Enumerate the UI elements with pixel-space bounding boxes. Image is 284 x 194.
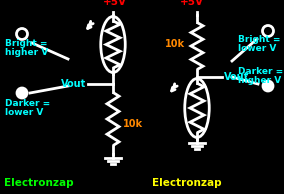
Text: Darker =: Darker = — [238, 67, 283, 76]
Text: 10k: 10k — [123, 119, 143, 129]
Text: lower V: lower V — [238, 44, 276, 53]
Text: Electronzap: Electronzap — [152, 178, 222, 188]
Text: Electronzap: Electronzap — [4, 178, 74, 188]
Text: +5V: +5V — [103, 0, 127, 7]
Text: Vout: Vout — [224, 72, 249, 82]
Text: higher V: higher V — [5, 48, 48, 57]
Text: Bright =: Bright = — [238, 35, 281, 44]
Text: Darker =: Darker = — [5, 99, 50, 108]
Text: lower V: lower V — [5, 108, 43, 117]
Text: +5V: +5V — [180, 0, 204, 7]
Text: Bright =: Bright = — [5, 39, 47, 48]
Text: 10k: 10k — [165, 39, 185, 49]
Text: Vout: Vout — [61, 79, 86, 89]
Circle shape — [263, 81, 273, 91]
Circle shape — [17, 88, 27, 98]
Text: higher V: higher V — [238, 76, 281, 85]
